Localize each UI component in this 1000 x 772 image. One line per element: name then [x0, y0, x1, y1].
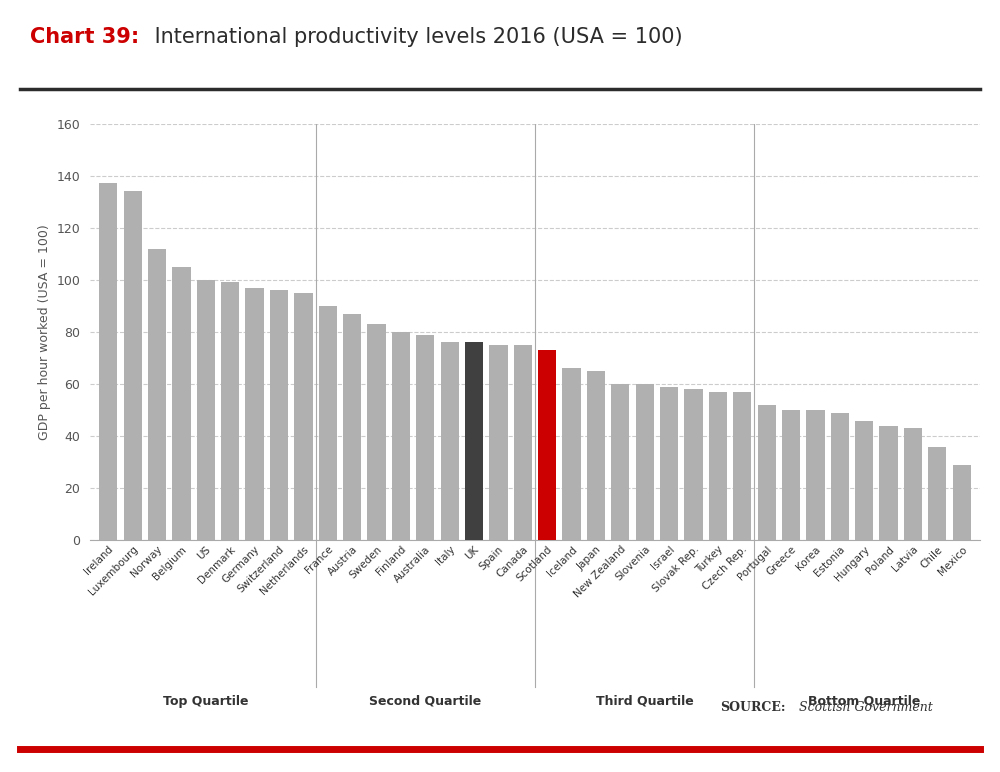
Bar [538, 350, 556, 540]
Text: Switzerland: Switzerland [236, 544, 286, 594]
Bar [562, 368, 581, 540]
Bar [660, 387, 678, 540]
Text: Luxembourg: Luxembourg [87, 544, 140, 598]
Bar [733, 392, 751, 540]
Bar [489, 345, 508, 540]
Text: Greece: Greece [765, 544, 798, 577]
Bar [953, 465, 971, 540]
Bar [636, 384, 654, 540]
Bar [245, 288, 264, 540]
Bar [343, 313, 361, 540]
Bar [465, 343, 483, 540]
Text: Italy: Italy [434, 544, 457, 567]
Text: Top Quartile: Top Quartile [163, 695, 249, 708]
Bar [709, 392, 727, 540]
Bar [758, 405, 776, 540]
Bar [270, 290, 288, 540]
Bar [197, 280, 215, 540]
Text: Turkey: Turkey [694, 544, 725, 575]
Text: Norway: Norway [129, 544, 164, 579]
Text: Slovak Rep.: Slovak Rep. [650, 544, 701, 594]
Bar [441, 343, 459, 540]
Bar [124, 191, 142, 540]
Text: Hungary: Hungary [833, 544, 871, 583]
Text: Austria: Austria [326, 544, 359, 577]
Bar [319, 306, 337, 540]
Text: Chart 39:: Chart 39: [30, 27, 139, 47]
Text: Portugal: Portugal [736, 544, 774, 582]
Text: Netherlands: Netherlands [258, 544, 310, 597]
Bar [172, 267, 191, 540]
Text: Finland: Finland [374, 544, 408, 577]
Bar [928, 446, 946, 540]
Text: Ireland: Ireland [83, 544, 115, 577]
Text: Third Quartile: Third Quartile [596, 695, 694, 708]
Text: Japan: Japan [575, 544, 603, 572]
Text: SOURCE:: SOURCE: [720, 701, 786, 714]
Text: Australia: Australia [392, 544, 432, 584]
Bar [684, 389, 703, 540]
Text: Germany: Germany [221, 544, 262, 585]
Text: Mexico: Mexico [936, 544, 969, 577]
Y-axis label: GDP per hour worked (USA = 100): GDP per hour worked (USA = 100) [38, 224, 51, 440]
Bar [99, 184, 117, 540]
Bar [855, 421, 873, 540]
Text: Israel: Israel [649, 544, 676, 571]
Text: Chile: Chile [919, 544, 944, 570]
Text: Canada: Canada [495, 544, 530, 580]
Text: Poland: Poland [864, 544, 896, 576]
Bar [416, 334, 434, 540]
Text: Bottom Quartile: Bottom Quartile [808, 695, 920, 708]
Bar [806, 410, 825, 540]
Text: UK: UK [464, 544, 481, 561]
Text: Second Quartile: Second Quartile [369, 695, 481, 708]
Bar [879, 425, 898, 540]
Text: New Zealand: New Zealand [572, 544, 627, 600]
Text: Czech Rep.: Czech Rep. [701, 544, 749, 592]
Text: Scottish Government: Scottish Government [795, 701, 933, 714]
Text: Sweden: Sweden [347, 544, 384, 581]
Bar [294, 293, 312, 540]
Text: Belgium: Belgium [151, 544, 189, 581]
Bar [367, 324, 386, 540]
Bar [514, 345, 532, 540]
Text: Iceland: Iceland [545, 544, 579, 578]
Bar [904, 428, 922, 540]
Text: US: US [196, 544, 213, 561]
Bar [392, 332, 410, 540]
Text: International productivity levels 2016 (USA = 100): International productivity levels 2016 (… [148, 27, 683, 47]
Text: Estonia: Estonia [813, 544, 847, 578]
Text: France: France [303, 544, 335, 576]
Text: Slovenia: Slovenia [613, 544, 652, 583]
Text: Latvia: Latvia [890, 544, 920, 574]
Text: Denmark: Denmark [196, 544, 237, 585]
Text: Korea: Korea [795, 544, 822, 572]
Bar [611, 384, 629, 540]
Text: Spain: Spain [478, 544, 505, 572]
Bar [831, 413, 849, 540]
Bar [587, 371, 605, 540]
Text: Scotland: Scotland [515, 544, 554, 584]
Bar [782, 410, 800, 540]
Bar [221, 283, 239, 540]
Bar [148, 249, 166, 540]
